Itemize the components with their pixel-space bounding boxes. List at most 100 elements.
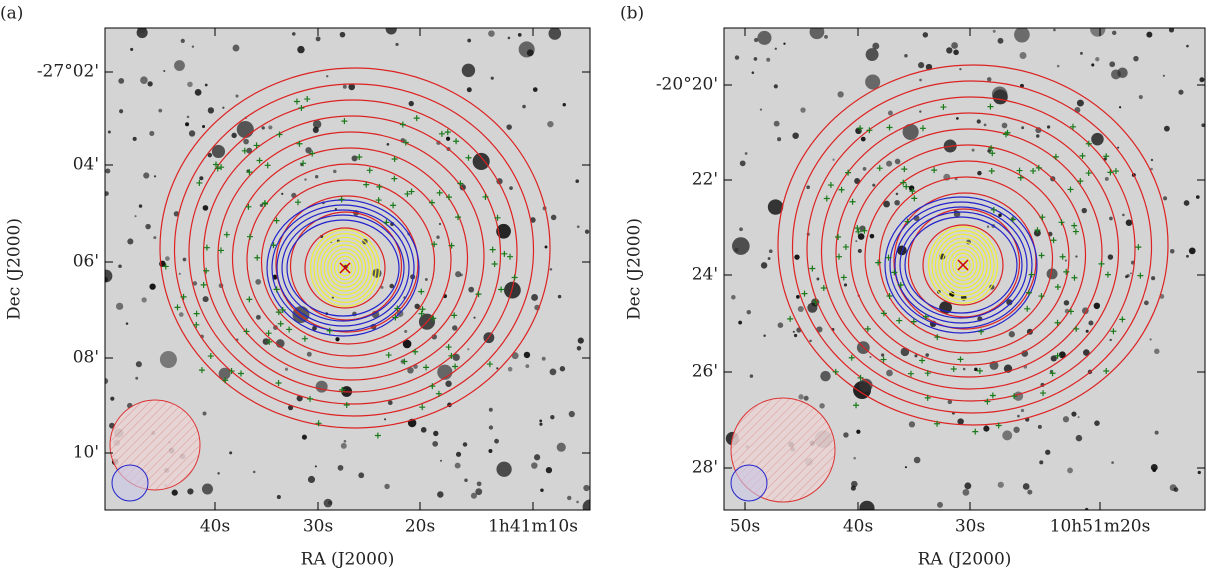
star — [496, 367, 499, 370]
star — [1111, 461, 1114, 464]
star — [531, 462, 538, 469]
red-contour — [289, 211, 403, 321]
star — [118, 264, 122, 269]
star — [119, 109, 124, 114]
galaxy-marker — [988, 145, 995, 152]
star — [746, 309, 752, 315]
star — [445, 136, 451, 141]
star — [507, 36, 511, 40]
star — [908, 421, 916, 428]
star — [881, 353, 885, 357]
star — [414, 303, 420, 310]
yellow-contour — [337, 259, 353, 277]
galaxy-marker — [900, 179, 907, 186]
star — [1169, 484, 1177, 492]
star — [962, 367, 966, 371]
star — [246, 147, 253, 154]
star — [1125, 275, 1128, 279]
star — [577, 337, 584, 344]
center-marker — [339, 262, 351, 274]
star — [986, 225, 990, 228]
yellow-contour — [313, 233, 377, 304]
galaxy-marker — [864, 325, 871, 332]
galaxy-marker — [445, 194, 452, 201]
galaxy-marker — [1107, 169, 1114, 176]
yellow-contour — [340, 263, 350, 273]
galaxy-marker — [198, 367, 205, 374]
star — [1050, 355, 1057, 362]
sky-image — [105, 28, 590, 510]
star — [576, 345, 582, 351]
star — [957, 418, 964, 425]
galaxy-marker — [1059, 253, 1066, 260]
star — [856, 429, 861, 434]
star — [749, 374, 754, 378]
panel-label: (a) — [0, 4, 23, 24]
star — [1008, 331, 1015, 338]
star — [259, 203, 264, 208]
star — [855, 240, 858, 243]
blue-contour — [899, 211, 1023, 319]
star — [857, 248, 862, 254]
galaxy-marker — [901, 166, 908, 173]
star — [1090, 28, 1106, 37]
star — [1125, 219, 1133, 227]
star — [494, 438, 499, 444]
star — [433, 430, 439, 437]
galaxy-marker — [295, 199, 302, 206]
star — [832, 158, 835, 161]
star — [913, 456, 921, 464]
star — [509, 186, 513, 190]
star — [753, 57, 758, 61]
star — [437, 491, 444, 498]
yellow-contour — [945, 245, 981, 285]
star — [202, 411, 207, 416]
galaxy-marker — [809, 265, 816, 272]
star — [1035, 134, 1040, 138]
galaxy-marker — [1004, 129, 1011, 136]
galaxy-marker — [989, 392, 996, 399]
star — [992, 29, 996, 33]
star — [522, 104, 526, 109]
galaxy-marker — [848, 354, 855, 361]
galaxy-marker — [296, 140, 303, 147]
galaxy-marker — [498, 286, 505, 293]
star — [1021, 126, 1025, 130]
star — [424, 278, 428, 281]
star — [760, 262, 768, 269]
galaxy-marker — [243, 328, 250, 335]
galaxy-marker — [907, 370, 914, 377]
star — [262, 338, 270, 345]
star — [526, 49, 534, 57]
star — [153, 175, 157, 178]
galaxy-marker — [390, 202, 397, 209]
star — [862, 167, 867, 171]
galaxy-marker — [404, 190, 411, 197]
star — [797, 305, 804, 313]
star — [1118, 106, 1122, 109]
galaxy-marker — [445, 344, 452, 351]
galaxy-marker — [253, 142, 260, 149]
galaxy-marker — [909, 188, 916, 195]
image-frame — [723, 27, 1206, 511]
star — [894, 158, 901, 165]
galaxy-marker — [475, 291, 482, 298]
star — [734, 55, 740, 60]
star — [1088, 320, 1094, 326]
star — [291, 32, 296, 36]
star — [544, 245, 548, 249]
galaxy-marker — [1049, 370, 1056, 377]
star — [135, 376, 139, 380]
galaxy-marker — [366, 167, 373, 174]
star — [464, 478, 468, 483]
star — [962, 488, 970, 496]
galaxy-marker — [987, 103, 994, 110]
star — [452, 325, 458, 331]
galaxy-marker — [838, 186, 845, 193]
galaxy-marker — [279, 306, 286, 313]
star — [118, 77, 125, 84]
galaxy-marker — [507, 253, 514, 260]
star — [1117, 146, 1120, 149]
galaxy-marker — [1103, 367, 1110, 374]
star — [987, 149, 991, 153]
